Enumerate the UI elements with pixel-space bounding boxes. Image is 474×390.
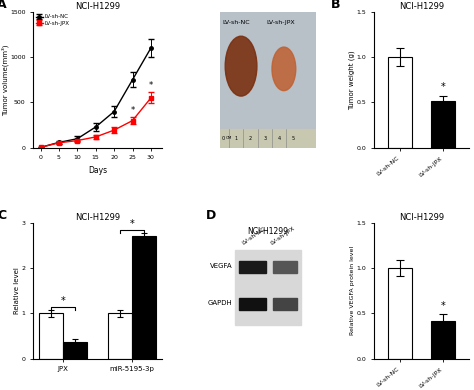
Text: VEGFA: VEGFA (210, 263, 233, 269)
Ellipse shape (225, 36, 257, 96)
Text: LV-sh-JPX: LV-sh-JPX (266, 20, 295, 25)
Text: *: * (441, 301, 446, 311)
Title: NCI-H1299: NCI-H1299 (75, 213, 120, 222)
Y-axis label: Tumor volume(mm³): Tumor volume(mm³) (1, 44, 9, 115)
Bar (431, 101, 455, 148)
Title: NCI-H1299: NCI-H1299 (75, 2, 120, 11)
Legend: LV-sh-NC, LV-sh-JPX: LV-sh-NC, LV-sh-JPX (36, 14, 69, 26)
Text: 3: 3 (263, 136, 266, 141)
Text: LV-sh-NC: LV-sh-NC (241, 226, 266, 246)
Text: *: * (61, 296, 65, 306)
Text: 2: 2 (249, 136, 252, 141)
Text: LV-sh-NC: LV-sh-NC (222, 20, 250, 25)
Text: CM: CM (226, 136, 232, 140)
Text: *: * (149, 81, 153, 90)
Y-axis label: Relative level: Relative level (14, 267, 20, 314)
Y-axis label: Tumor weight (g): Tumor weight (g) (349, 50, 356, 110)
Ellipse shape (272, 47, 296, 90)
Text: B: B (331, 0, 341, 11)
Text: 1: 1 (235, 136, 238, 141)
Bar (273, 261, 297, 273)
Text: 5: 5 (292, 136, 295, 141)
Bar (220, 129, 316, 148)
Bar (388, 268, 412, 359)
Bar (132, 236, 156, 359)
Bar (388, 57, 412, 148)
Bar (273, 298, 297, 310)
Text: GAPDH: GAPDH (208, 300, 233, 306)
Bar (239, 261, 266, 273)
Text: D: D (206, 209, 217, 222)
Bar (431, 321, 455, 359)
Text: 0: 0 (221, 136, 224, 141)
Text: *: * (129, 219, 134, 229)
Title: NCI-H1299: NCI-H1299 (399, 2, 444, 11)
Bar (235, 250, 301, 325)
Bar (108, 314, 132, 359)
Text: *: * (130, 106, 135, 115)
Text: *: * (441, 82, 446, 92)
X-axis label: Days: Days (88, 166, 107, 175)
Text: C: C (0, 209, 6, 222)
Bar (39, 314, 63, 359)
Title: NCI-H1299: NCI-H1299 (399, 213, 444, 222)
Text: A: A (0, 0, 7, 11)
Bar (63, 342, 87, 359)
Text: 4: 4 (278, 136, 281, 141)
Y-axis label: Relative VEGFA protein level: Relative VEGFA protein level (350, 246, 356, 335)
Text: LV-sh-JPX: LV-sh-JPX (269, 225, 295, 246)
Bar (239, 298, 266, 310)
Text: NCI-H1299: NCI-H1299 (247, 227, 289, 236)
